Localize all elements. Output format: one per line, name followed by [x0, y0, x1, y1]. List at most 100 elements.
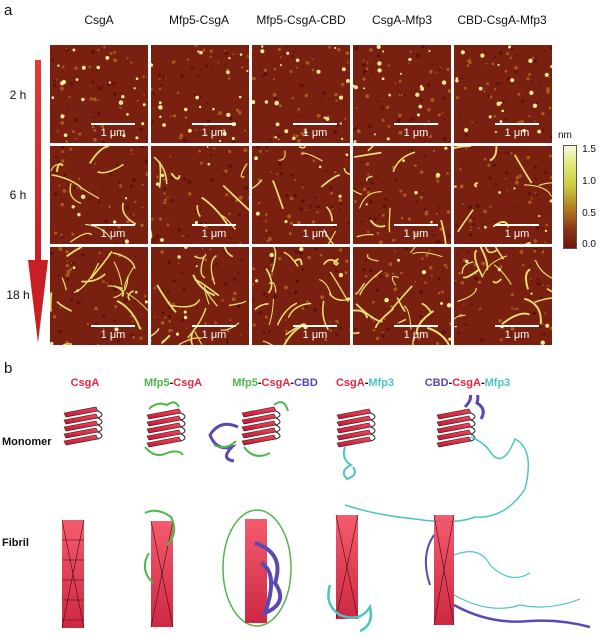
column-header-csga: CsgA: [84, 13, 114, 27]
afm-image: 1 μm: [50, 45, 148, 143]
scale-bar-line: [394, 325, 438, 327]
colorbar-tick-0-5: 0.5: [582, 208, 596, 219]
construct-header-csga-mfp3: CsgA-Mfp3: [315, 377, 415, 389]
time-arrow: [28, 60, 48, 343]
scale-bar-label: 1 μm: [403, 127, 429, 139]
construct-segment: CsgA: [173, 377, 203, 389]
construct-segment: CBD: [424, 377, 449, 389]
scale-bar-label: 1 μm: [100, 127, 126, 139]
fibril-csga: [61, 519, 85, 629]
construct-segment: -: [364, 377, 369, 389]
construct-header-mfp5-csga: Mfp5-CsgA: [128, 377, 218, 389]
scale-bar-line: [91, 123, 135, 125]
afm-image: 1 μm: [151, 45, 249, 143]
row-label-18h: 18 h: [6, 288, 30, 302]
construct-segment: CsgA: [452, 377, 481, 389]
afm-image: 1 μm: [353, 247, 451, 345]
scale-bar-label: 1 μm: [403, 329, 429, 341]
fibril-mfp5-csga-cbd: [222, 509, 292, 627]
scale-bar-label: 1 μm: [403, 228, 429, 240]
scale-bar-label: 1 μm: [201, 228, 227, 240]
scale-bar: 1 μm: [83, 224, 143, 240]
scale-bar-line: [91, 325, 135, 327]
colorbar-tick-1-5: 1.5: [582, 144, 596, 155]
afm-image: 1 μm: [454, 146, 552, 244]
construct-header-csga: CsgA: [50, 377, 120, 389]
construct-segment: Mfp5: [232, 377, 258, 389]
scale-bar-line: [495, 224, 539, 226]
colorbar-tick-1-0: 1.0: [582, 176, 596, 187]
afm-image: 1 μm: [252, 146, 350, 244]
colorbar: [563, 145, 577, 249]
column-header-mfp5-csga-cbd: Mfp5-CsgA-CBD: [256, 13, 346, 27]
afm-image: 1 μm: [151, 146, 249, 244]
scale-bar-line: [293, 224, 337, 226]
afm-image: 1 μm: [252, 247, 350, 345]
panel-b-letter: b: [4, 360, 13, 377]
scale-bar-line: [192, 224, 236, 226]
monomer-csga-mfp3: [336, 408, 376, 481]
scale-bar-label: 1 μm: [201, 329, 227, 341]
scale-bar-line: [192, 325, 236, 327]
scale-bar: 1 μm: [386, 224, 446, 240]
scale-bar-label: 1 μm: [504, 127, 530, 139]
construct-header-cbd-csga-mfp3: CBD-CsgA-Mfp3: [400, 377, 535, 389]
construct-segment: CsgA: [70, 377, 100, 389]
scale-bar-line: [91, 224, 135, 226]
construct-segment: CsgA: [261, 377, 291, 389]
scale-bar-line: [394, 224, 438, 226]
scale-bar: 1 μm: [487, 325, 547, 341]
fibril-csga-mfp3: [327, 514, 373, 633]
construct-segment: Mfp3: [368, 377, 395, 389]
afm-image: 1 μm: [252, 45, 350, 143]
panel-a-letter: a: [4, 2, 13, 19]
afm-image: 1 μm: [151, 247, 249, 345]
scale-bar-label: 1 μm: [302, 127, 328, 139]
construct-segment: -: [290, 377, 294, 389]
scale-bar-label: 1 μm: [504, 228, 530, 240]
afm-image: 1 μm: [454, 247, 552, 345]
construct-segment: Mfp5: [143, 377, 170, 389]
construct-segment: -: [257, 377, 262, 389]
fibril-mfp5-csga: [143, 509, 176, 628]
scale-bar-line: [293, 325, 337, 327]
scale-bar-label: 1 μm: [100, 228, 126, 240]
row-label-2h: 2 h: [9, 88, 27, 102]
afm-image: 1 μm: [353, 45, 451, 143]
scale-bar: 1 μm: [285, 224, 345, 240]
scale-bar-label: 1 μm: [201, 127, 227, 139]
scale-bar-label: 1 μm: [302, 329, 328, 341]
scale-bar: 1 μm: [184, 224, 244, 240]
construct-segment: CBD: [293, 377, 318, 389]
row-label-6h: 6 h: [9, 188, 27, 202]
scale-bar-line: [192, 123, 236, 125]
scale-bar-line: [495, 123, 539, 125]
construct-header-mfp5-csga-cbd: Mfp5-CsgA-CBD: [210, 377, 340, 389]
monomer-csga: [63, 406, 103, 446]
construct-segment: -: [169, 377, 174, 389]
column-header-mfp5-csga: Mfp5-CsgA: [168, 13, 230, 27]
column-header-csga-mfp3: CsgA-Mfp3: [371, 13, 433, 27]
scale-bar: 1 μm: [184, 123, 244, 139]
scale-bar-line: [495, 325, 539, 327]
scale-bar-label: 1 μm: [100, 329, 126, 341]
colorbar-tick-0-0: 0.0: [582, 239, 596, 250]
colorbar-unit: nm: [558, 130, 572, 141]
construct-segment: Mfp3: [484, 377, 511, 389]
scale-bar-label: 1 μm: [302, 228, 328, 240]
scale-bar-line: [394, 123, 438, 125]
afm-image: 1 μm: [353, 146, 451, 244]
monomer-cbd-csga-mfp3: [344, 395, 530, 523]
afm-image: 1 μm: [50, 247, 148, 345]
column-header-cbd-csga-mfp3: CBD-CsgA-Mfp3: [457, 13, 547, 27]
scale-bar: 1 μm: [386, 325, 446, 341]
protein-structures: [61, 395, 591, 633]
afm-image: 1 μm: [454, 45, 552, 143]
fibril-cbd-csga-mfp3: [424, 514, 591, 629]
scale-bar: 1 μm: [83, 325, 143, 341]
scale-bar: 1 μm: [83, 123, 143, 139]
scale-bar: 1 μm: [487, 224, 547, 240]
row-label-fibril: Fibril: [2, 537, 29, 549]
scale-bar-label: 1 μm: [504, 329, 530, 341]
monomer-mfp5-csga: [144, 401, 186, 456]
